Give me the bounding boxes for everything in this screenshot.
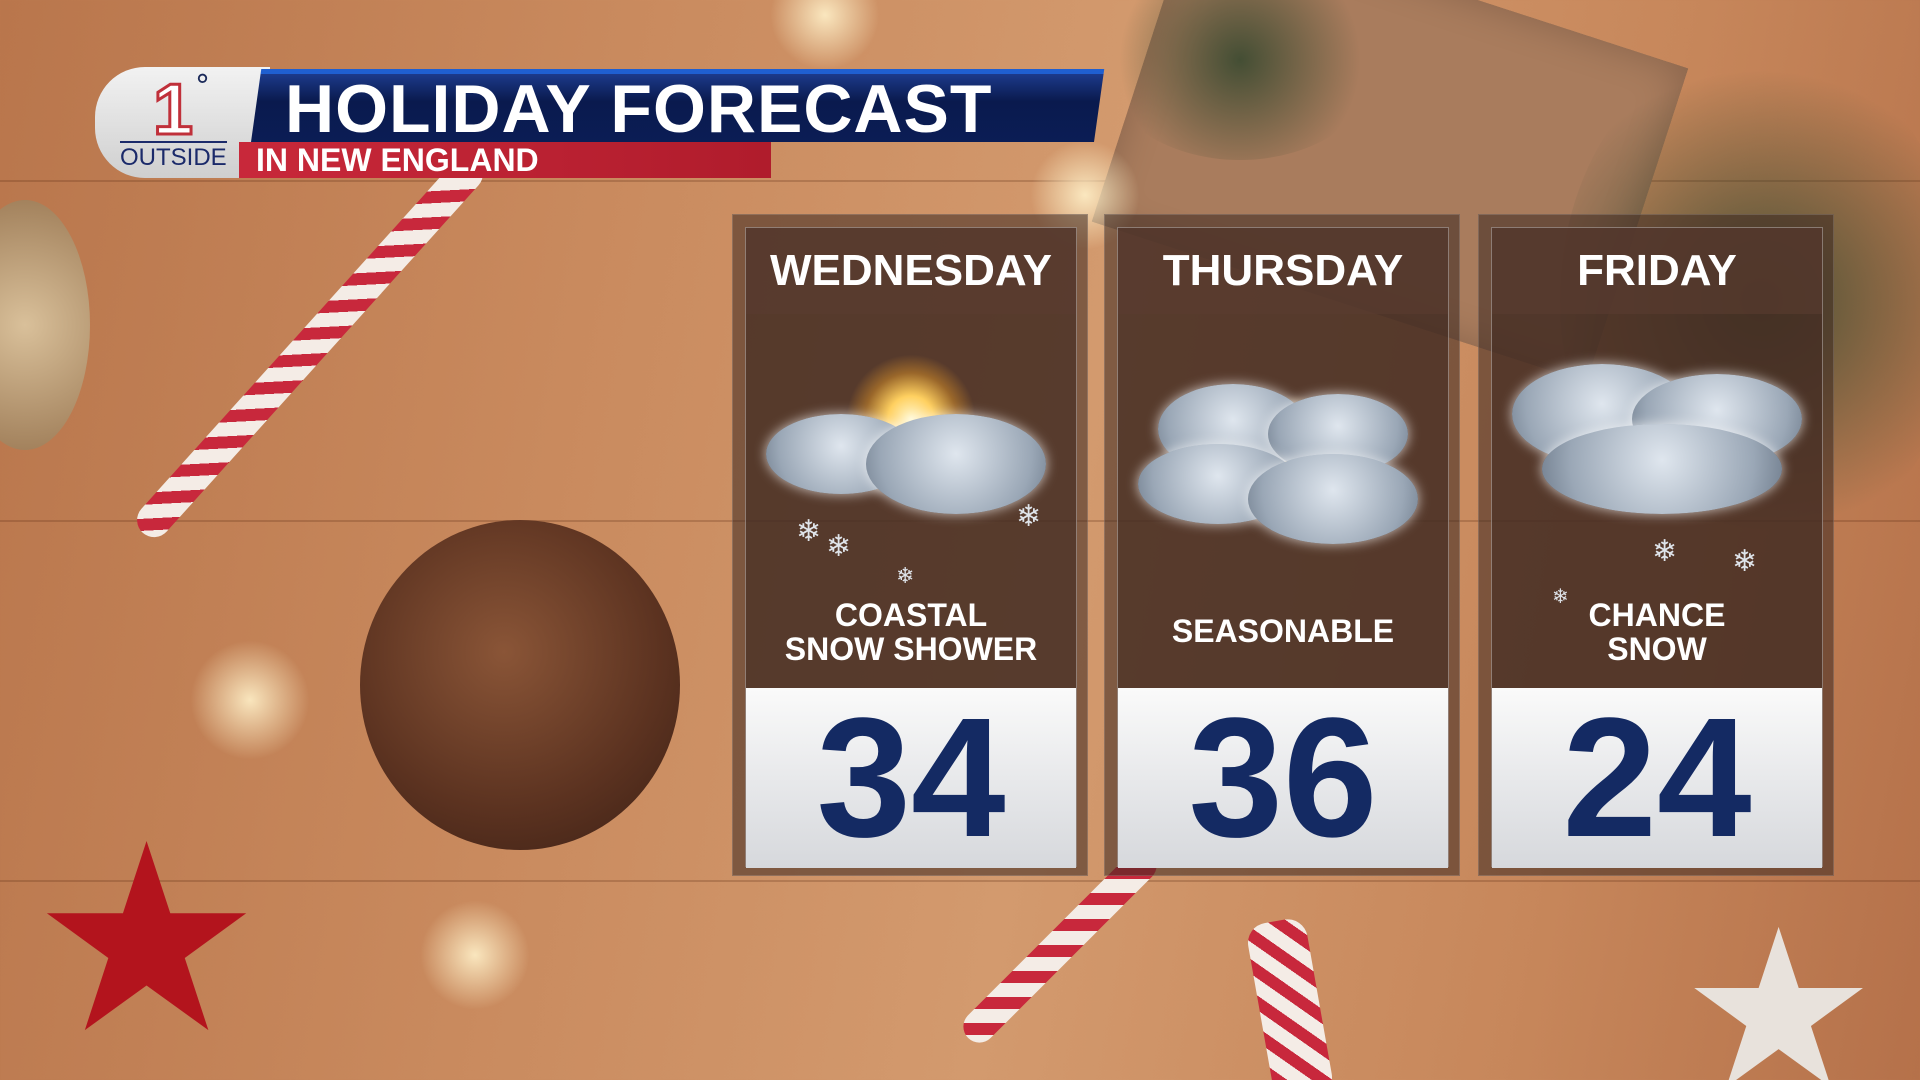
page-subtitle: IN NEW ENGLAND — [256, 142, 539, 178]
pine-cone — [360, 520, 680, 850]
candy-cane — [130, 149, 490, 545]
condition-text: SNOW — [1607, 631, 1707, 667]
logo-degree: ° — [195, 69, 210, 104]
logo-text: OUTSIDE — [120, 141, 227, 172]
forecast-panel-friday: FRIDAY ❄ ❄ ❄ CHANCE SNOW 24 — [1478, 214, 1834, 876]
wood-plank — [0, 180, 1920, 182]
subtitle-bar — [239, 142, 771, 178]
star-ornament: ★ — [1680, 882, 1878, 1080]
temperature-value: 24 — [1492, 688, 1822, 868]
day-label: FRIDAY — [1492, 228, 1822, 314]
day-label: THURSDAY — [1118, 228, 1448, 314]
condition-text: SNOW SHOWER — [784, 631, 1038, 667]
condition-text: SEASONABLE — [1171, 613, 1395, 649]
condition-text: COASTAL — [834, 597, 988, 633]
forecast-panel-thursday: THURSDAY SEASONABLE 36 — [1104, 214, 1460, 876]
light-glow — [770, 0, 880, 70]
pine-cone — [0, 200, 90, 450]
temperature-value: 34 — [746, 688, 1076, 868]
cloudy-snow-icon: ❄ ❄ ❄ CHANCE SNOW — [1492, 314, 1822, 688]
station-logo: 1 ° OUTSIDE — [95, 67, 270, 178]
candy-cane — [1244, 916, 1336, 1080]
condition-text: CHANCE — [1588, 597, 1726, 633]
star-ornament: ★ — [30, 789, 264, 1080]
logo-number: 1 — [151, 69, 194, 152]
pine-branch — [1100, 0, 1380, 160]
mostly-cloudy-icon: SEASONABLE — [1118, 314, 1448, 688]
light-glow — [190, 640, 310, 760]
forecast-panel-wednesday: WEDNESDAY ❄ ❄ ❄ ❄ COASTAL SNOW SHOWER 34 — [732, 214, 1088, 876]
day-label: WEDNESDAY — [746, 228, 1076, 314]
page-title: HOLIDAY FORECAST — [285, 71, 993, 147]
partly-sunny-snow-icon: ❄ ❄ ❄ ❄ COASTAL SNOW SHOWER — [746, 314, 1076, 688]
temperature-value: 36 — [1118, 688, 1448, 868]
wood-plank — [0, 880, 1920, 882]
light-glow — [420, 900, 530, 1010]
